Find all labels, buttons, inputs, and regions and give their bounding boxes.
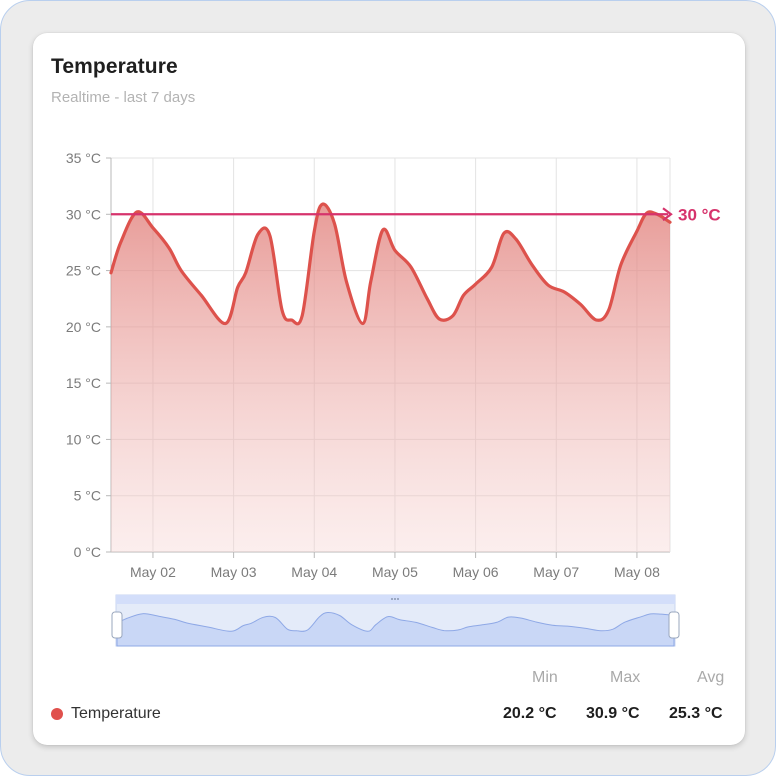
threshold-label: 30 °C: [678, 205, 721, 224]
y-tick-label: 15 °C: [66, 375, 101, 391]
legend-item-temperature[interactable]: Temperature: [51, 705, 161, 723]
temperature-series-line[interactable]: [109, 202, 672, 326]
x-tick-label: May 04: [291, 564, 337, 580]
y-tick-label: 20 °C: [66, 319, 101, 335]
y-tick-label: 0 °C: [74, 544, 101, 560]
x-tick-label: May 05: [372, 564, 418, 580]
navigator-handle-right[interactable]: [668, 611, 680, 639]
drag-dots-icon[interactable]: [391, 598, 399, 600]
stats-value-min: 20.2 °C: [503, 705, 557, 722]
y-axis: 35 °C 30 °C 25 °C 20 °C 15 °C 10 °C 5 °C 0 °C: [66, 150, 111, 560]
stats-value-avg: 25.3 °C: [669, 705, 723, 722]
y-tick-label: 5 °C: [74, 488, 101, 504]
threshold-line: 30 °C: [111, 205, 721, 224]
range-navigator[interactable]: [111, 594, 680, 647]
stats-value-max: 30.9 °C: [586, 705, 640, 722]
x-tick-label: May 08: [614, 564, 660, 580]
stats-header-avg: Avg: [697, 669, 725, 686]
card-title: Temperature: [51, 55, 178, 78]
x-tick-label: May 02: [130, 564, 176, 580]
x-tick-label: May 03: [211, 564, 257, 580]
navigator-series-area: [116, 611, 675, 647]
y-tick-label: 35 °C: [66, 150, 101, 166]
card-subtitle: Realtime - last 7 days: [51, 89, 196, 106]
x-tick-label: May 07: [533, 564, 579, 580]
navigator-handle-left[interactable]: [111, 611, 123, 639]
y-tick-label: 10 °C: [66, 431, 101, 447]
legend-label: Temperature: [71, 705, 161, 722]
x-tick-label: May 06: [453, 564, 499, 580]
stats-header-max: Max: [610, 669, 641, 686]
y-tick-label: 25 °C: [66, 263, 101, 279]
x-axis: May 02 May 03 May 04 May 05 May 06 May 07 May …: [130, 552, 660, 580]
stats-header-min: Min: [532, 669, 558, 686]
temperature-area: [111, 204, 670, 552]
legend-dot-icon: [51, 708, 63, 720]
y-tick-label: 30 °C: [66, 206, 101, 222]
arrow-right-icon: [662, 207, 673, 222]
